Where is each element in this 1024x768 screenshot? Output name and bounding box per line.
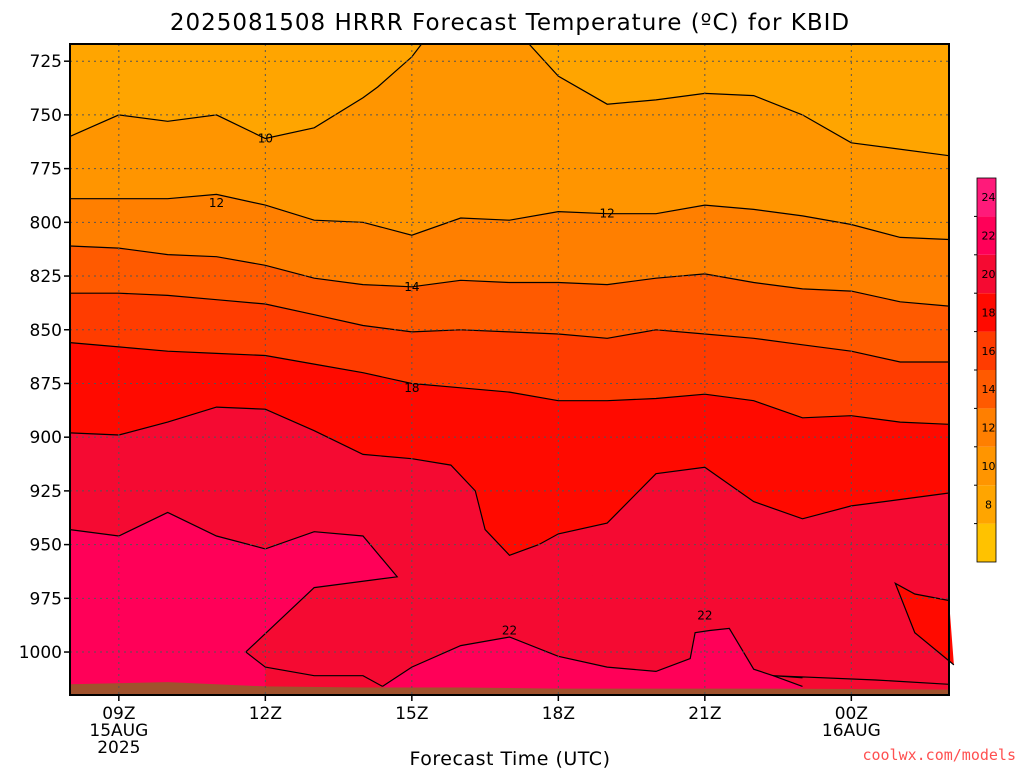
colorbar: 8 10 12 14 16 18 20 22 24 <box>974 177 997 563</box>
y-tick-label: 825 <box>30 267 62 287</box>
colorbar-segment <box>977 254 996 294</box>
contour-line-16 <box>70 292 949 363</box>
contour-lines <box>69 43 955 687</box>
band-22-24-bottom <box>382 628 803 695</box>
x-tick-date: 15AUG <box>89 721 148 741</box>
contour-line-14 <box>69 245 950 307</box>
y-tick-label: 725 <box>30 52 62 72</box>
y-tick-label: 950 <box>30 536 62 556</box>
x-axis-label: Forecast Time (UTC) <box>410 748 611 768</box>
contour-label: 12 <box>209 196 224 210</box>
plot-area: 10 12 12 14 18 22 22 <box>69 43 955 696</box>
x-tick-label: 09Z <box>102 704 135 724</box>
colorbar-segment <box>977 485 996 524</box>
y-tick-label: 775 <box>30 160 62 180</box>
x-tick-date: 16AUG <box>822 721 881 741</box>
contour-labels: 10 12 12 14 18 22 22 <box>209 132 713 638</box>
credit-text: coolwx.com/models <box>862 746 1016 764</box>
colorbar-tick-label: 18 <box>982 306 996 319</box>
contour-label: 22 <box>697 609 712 623</box>
x-tick-label: 21Z <box>688 704 721 724</box>
plot-border <box>69 43 950 696</box>
grid-lines <box>70 44 949 695</box>
colorbar-segment <box>977 216 996 255</box>
contour-line-22-bottom <box>382 627 803 687</box>
terrain <box>70 682 949 695</box>
chart-title: 2025081508 HRRR Forecast Temperature (ºC… <box>170 10 850 36</box>
contour-line-20-bottom <box>894 581 955 666</box>
x-tick-label: 12Z <box>249 704 282 724</box>
colorbar-tick-label: 8 <box>985 498 992 511</box>
contour-line-22-left <box>69 511 399 687</box>
colorbar-tick-label: 12 <box>982 422 996 435</box>
colorbar-segment <box>977 370 996 409</box>
band-22-24-left <box>70 512 398 695</box>
contour-line-18 <box>69 342 950 425</box>
y-tick-label: 1000 <box>19 643 62 663</box>
y-axis: 725 750 775 800 825 850 875 900 925 950 975 1000 <box>19 52 70 663</box>
contour-line-20 <box>69 406 950 556</box>
y-tick-label: 850 <box>30 321 62 341</box>
contour-line-20-right <box>773 675 950 685</box>
colorbar-tick-label: 24 <box>982 191 996 204</box>
contour-label: 22 <box>502 624 517 638</box>
y-tick-label: 750 <box>30 106 62 126</box>
contour-label: 14 <box>404 280 419 294</box>
colorbar-segment <box>977 178 996 217</box>
colorbar-segment <box>977 293 996 332</box>
x-tick-label: 15Z <box>395 704 428 724</box>
y-tick-label: 975 <box>30 589 62 609</box>
colorbar-segment <box>977 408 996 447</box>
y-tick-label: 875 <box>30 374 62 394</box>
contour-line-12 <box>70 193 950 241</box>
colorbar-tick-label: 10 <box>982 460 996 473</box>
x-tick-label: 18Z <box>542 704 575 724</box>
y-tick-label: 925 <box>30 482 62 502</box>
colorbar-tick-label: 16 <box>982 345 996 358</box>
y-tick-label: 800 <box>30 213 62 233</box>
colorbar-tick-label: 22 <box>982 230 996 243</box>
contour-label: 18 <box>404 381 419 395</box>
colorbar-segment <box>977 523 996 562</box>
colorbar-tick-label: 20 <box>982 268 996 281</box>
colorbar-tick-label: 14 <box>982 383 996 396</box>
colorbar-segment <box>977 446 996 486</box>
colorbar-segment <box>977 331 996 370</box>
contour-label: 10 <box>258 132 273 146</box>
contour-label: 12 <box>600 207 615 221</box>
y-tick-label: 900 <box>30 428 62 448</box>
x-tick-year: 2025 <box>97 738 140 758</box>
x-tick-label: 00Z <box>835 704 868 724</box>
band-18-20-right-blob <box>895 583 954 665</box>
